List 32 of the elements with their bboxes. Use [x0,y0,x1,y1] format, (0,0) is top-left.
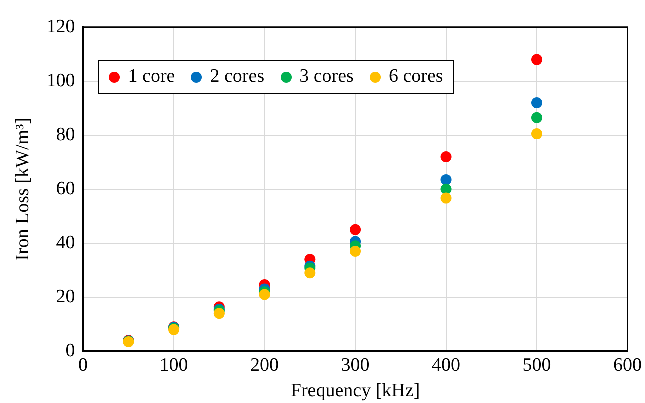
point [304,268,316,279]
legend-label: 6 cores [388,66,444,88]
point [214,308,225,320]
point [532,112,543,124]
x-tick-label: 500 [522,354,552,376]
y-tick-label: 20 [56,286,76,308]
y-tick-label: 60 [56,178,76,200]
y-tick-label: 40 [56,232,76,254]
point [440,192,452,204]
x-tick-label: 300 [341,354,370,376]
point [259,289,270,300]
point [350,246,362,257]
x-tick-label: 400 [432,354,461,376]
point [350,224,362,236]
point [532,98,543,108]
y-tick-label: 120 [46,16,76,38]
point [440,174,452,186]
point [532,54,543,66]
point [532,128,543,140]
legend-label: 2 cores [210,66,265,88]
y-tick-label: 0 [66,340,76,362]
y-axis-title: Iron Loss [kW/m³] [12,118,34,261]
point [440,152,452,162]
x-tick-label: 600 [614,354,642,376]
y-tick-label: 100 [46,70,76,92]
legend-label: 3 cores [300,66,354,88]
x-tick-label: 200 [250,354,280,376]
y-tick-label: 80 [56,124,76,146]
x-tick-label: 100 [160,354,188,376]
x-axis-title: Frequency [kHz] [290,380,420,402]
x-tick-label: 0 [78,354,88,376]
legend-label: 1 core [128,66,176,88]
